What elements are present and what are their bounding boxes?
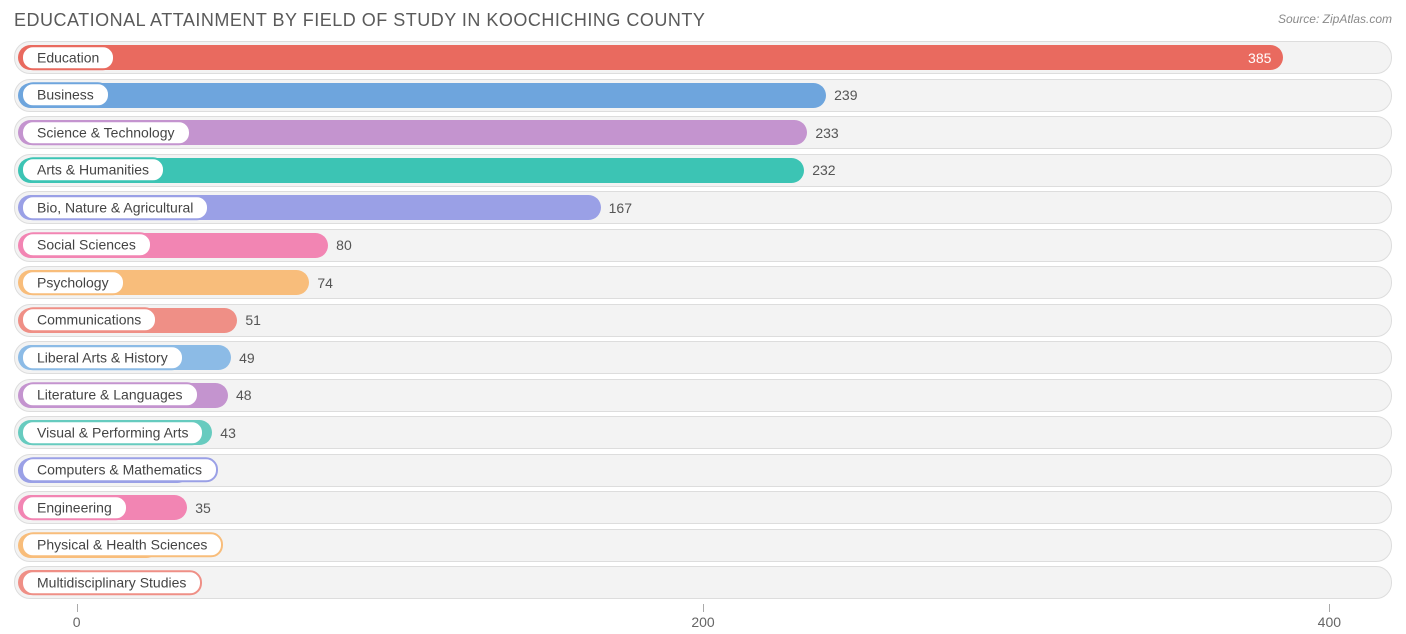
bar-row: Social Sciences 80 xyxy=(14,229,1392,262)
bar-row: Arts & Humanities 232 xyxy=(14,154,1392,187)
axis-tick xyxy=(1329,604,1330,612)
bar-row: Literature & Languages 48 xyxy=(14,379,1392,412)
category-pill: Business xyxy=(21,82,110,107)
bar-row: Engineering 35 xyxy=(14,491,1392,524)
axis-tick-label: 400 xyxy=(1318,614,1341,630)
bar-value-label: 48 xyxy=(236,387,252,403)
bar xyxy=(18,83,826,108)
bar-row: Bio, Nature & Agricultural 167 xyxy=(14,191,1392,224)
category-pill: Education xyxy=(21,45,115,70)
category-pill: Arts & Humanities xyxy=(21,157,165,182)
category-pill: Communications xyxy=(21,307,157,332)
bar-value-label: 74 xyxy=(317,275,333,291)
chart-plot-area: Education 385 Business 239 Science & Technol… xyxy=(14,41,1392,599)
bar-row: Psychology 74 xyxy=(14,266,1392,299)
bar-row: Physical & Health Sciences26 xyxy=(14,529,1392,562)
bar-value-label: 167 xyxy=(609,200,632,216)
category-pill: Computers & Mathematics xyxy=(21,457,218,482)
bar-row: Visual & Performing Arts 43 xyxy=(14,416,1392,449)
bar-row: Business 239 xyxy=(14,79,1392,112)
category-pill: Literature & Languages xyxy=(21,382,199,407)
bar xyxy=(18,45,1283,70)
bar-value-label: 51 xyxy=(245,312,261,328)
bar-value-label: 80 xyxy=(336,237,352,253)
axis-tick xyxy=(77,604,78,612)
bar-value-label: 385 xyxy=(1248,50,1271,66)
bar-row: Education 385 xyxy=(14,41,1392,74)
category-pill: Psychology xyxy=(21,270,125,295)
category-pill: Science & Technology xyxy=(21,120,191,145)
category-pill: Engineering xyxy=(21,495,128,520)
axis-tick-label: 0 xyxy=(73,614,81,630)
x-axis: 0 200 400 xyxy=(14,604,1392,634)
category-pill: Social Sciences xyxy=(21,232,152,257)
chart-title: EDUCATIONAL ATTAINMENT BY FIELD OF STUDY… xyxy=(14,10,705,31)
bar-value-label: 233 xyxy=(815,125,838,141)
axis-tick-label: 200 xyxy=(691,614,714,630)
bar-value-label: 49 xyxy=(239,350,255,366)
axis-tick xyxy=(703,604,704,612)
bar-value-label: 43 xyxy=(220,425,236,441)
bar-row: Science & Technology 233 xyxy=(14,116,1392,149)
bar-value-label: 239 xyxy=(834,87,857,103)
bar-row: Liberal Arts & History 49 xyxy=(14,341,1392,374)
category-pill: Physical & Health Sciences xyxy=(21,532,223,557)
chart-header: EDUCATIONAL ATTAINMENT BY FIELD OF STUDY… xyxy=(14,10,1392,31)
category-pill: Multidisciplinary Studies xyxy=(21,570,202,595)
category-pill: Liberal Arts & History xyxy=(21,345,184,370)
chart-source: Source: ZipAtlas.com xyxy=(1278,10,1392,26)
bar-row: Communications 51 xyxy=(14,304,1392,337)
category-pill: Bio, Nature & Agricultural xyxy=(21,195,209,220)
bar-row: Computers & Mathematics36 xyxy=(14,454,1392,487)
bar-value-label: 232 xyxy=(812,162,835,178)
category-pill: Visual & Performing Arts xyxy=(21,420,204,445)
bar-value-label: 35 xyxy=(195,500,211,516)
bar-row: Multidisciplinary Studies4 xyxy=(14,566,1392,599)
